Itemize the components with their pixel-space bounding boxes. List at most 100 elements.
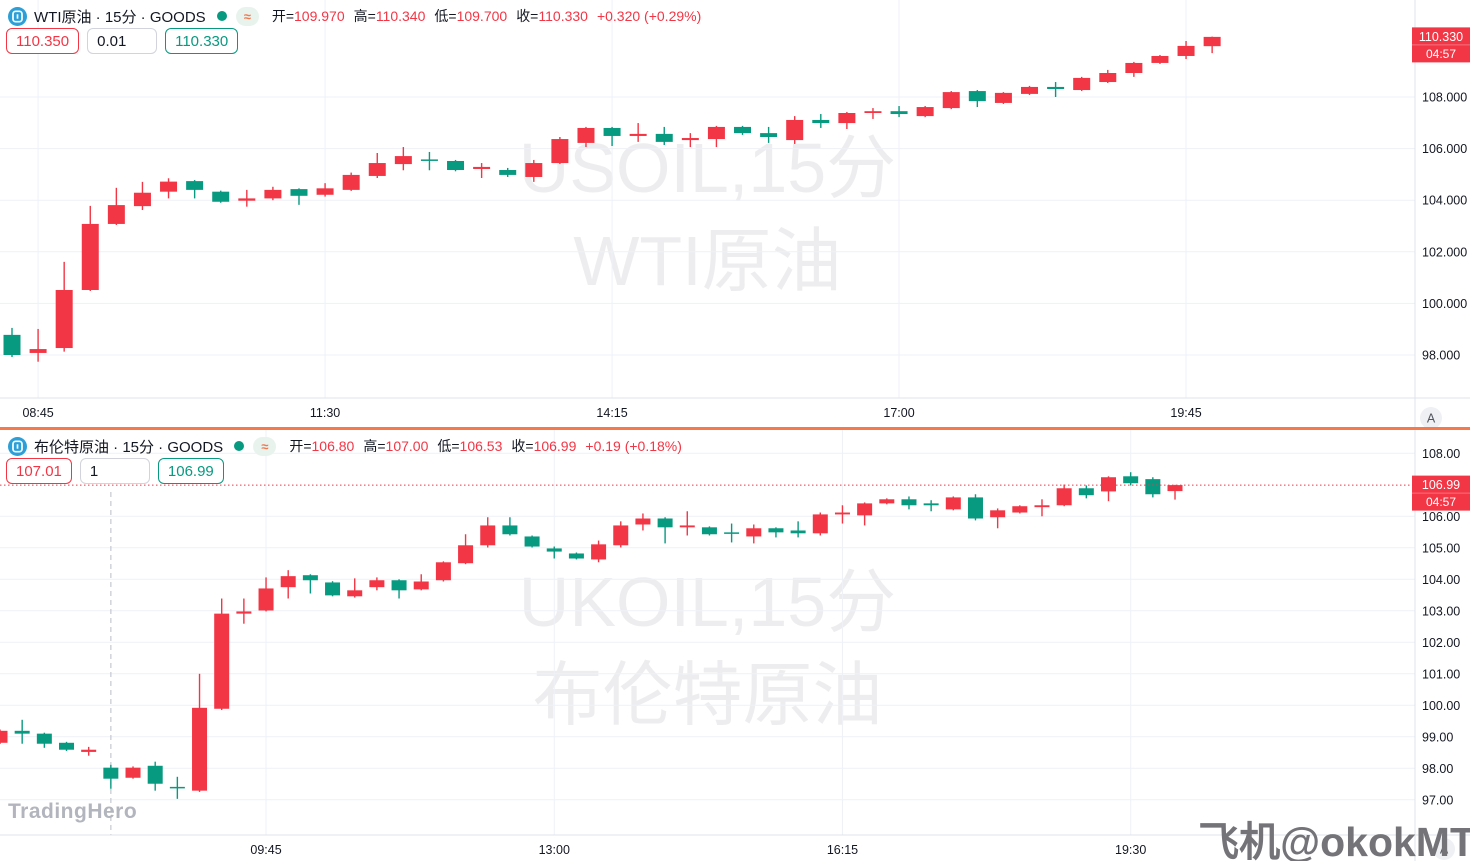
- candle-body: [480, 525, 496, 546]
- time-tick-label: 19:30: [1115, 843, 1146, 857]
- candle-body: [413, 581, 429, 590]
- candle-body: [812, 119, 830, 124]
- candle-body: [29, 349, 47, 353]
- price-tick-label: 104.000: [1422, 194, 1467, 208]
- candle-body: [679, 525, 695, 528]
- candle-body: [192, 707, 208, 791]
- candle-body: [325, 582, 341, 596]
- candle-body: [347, 590, 363, 597]
- candle-body: [724, 532, 740, 534]
- time-tick-label: 09:45: [250, 843, 281, 857]
- okokmt-watermark: 飞机@okokMT: [1198, 819, 1470, 861]
- price-axis[interactable]: 108.000 106.000 104.000 102.000 100.000 98.00…: [1422, 91, 1467, 363]
- time-axis[interactable]: 08:45 11:30 14:15 17:00 19:45: [22, 406, 1201, 420]
- price-tick-label: 98.00: [1422, 762, 1453, 776]
- candle-body: [264, 189, 282, 199]
- candle-body: [420, 159, 438, 161]
- candle-body: [734, 126, 752, 134]
- sell-button[interactable]: 110.350: [6, 28, 80, 54]
- symbol-title[interactable]: 布伦特原油 · 15分 · GOODS: [34, 438, 224, 456]
- candle-body: [568, 553, 584, 559]
- candle-body: [499, 170, 517, 175]
- candle-body: [524, 536, 540, 547]
- candle-body: [147, 765, 163, 784]
- candle-body: [1056, 488, 1072, 506]
- price-tick-label: 102.000: [1422, 245, 1467, 259]
- candle-body: [368, 163, 386, 176]
- pane-divider[interactable]: [0, 427, 1470, 430]
- brent-candlestick-chart[interactable]: 108.00 106.00 105.00 104.00 103.00 102.00 101.…: [0, 430, 1470, 861]
- symbol-logo-icon[interactable]: [8, 436, 27, 456]
- wti-chart-header: WTI原油 · 15分 · GOODS ≈ 开=109.970 高=110.340…: [8, 5, 710, 27]
- candle-body: [1034, 505, 1050, 508]
- candle-body: [458, 545, 474, 564]
- spread-approx-badge[interactable]: ≈: [253, 436, 277, 456]
- svg-text:A: A: [1440, 843, 1449, 857]
- candle-body: [857, 503, 873, 516]
- candle-body: [1073, 77, 1091, 91]
- candle-body: [1145, 479, 1161, 495]
- price-tick-label: 97.00: [1422, 793, 1453, 807]
- price-axis[interactable]: 108.00 106.00 105.00 104.00 103.00 102.00 101.…: [1422, 447, 1460, 808]
- badge-countdown: 04:57: [1426, 47, 1456, 61]
- candle-body: [525, 163, 543, 177]
- buy-button[interactable]: 110.330: [165, 28, 239, 54]
- candle-body: [0, 730, 8, 743]
- candle-body: [613, 525, 629, 546]
- candle-body: [125, 767, 141, 778]
- candle-body: [103, 767, 119, 779]
- candle-body: [1012, 506, 1028, 513]
- candle-body: [81, 223, 99, 290]
- candle-body: [1021, 86, 1039, 94]
- symbol-title[interactable]: WTI原油 · 15分 · GOODS: [34, 8, 206, 26]
- ohlc-values: 开=106.80 高=107.00 低=106.53 收=106.99 +0.19 (+…: [289, 438, 682, 454]
- wti-candlestick-chart[interactable]: 108.000 106.000 104.000 102.000 100.000 98.00…: [0, 0, 1470, 427]
- candle-body: [1078, 488, 1094, 496]
- candle-body: [1101, 477, 1116, 492]
- candle-body: [212, 191, 230, 202]
- candle-body: [879, 499, 895, 504]
- candle-body: [1151, 55, 1169, 63]
- time-tick-label: 08:45: [22, 406, 53, 420]
- candle-body: [391, 580, 407, 591]
- candles: [3, 36, 1221, 362]
- candle-body: [302, 575, 318, 581]
- candle-body: [864, 111, 882, 113]
- candle-body: [945, 497, 961, 510]
- candle-body: [577, 127, 595, 143]
- candle-body: [258, 588, 274, 611]
- candle-body: [707, 126, 725, 140]
- market-status-dot-icon: [216, 11, 227, 21]
- price-tick-label: 108.000: [1422, 91, 1467, 105]
- auto-scale-button[interactable]: A: [1420, 407, 1442, 427]
- time-tick-label: 19:45: [1170, 406, 1201, 420]
- candle-body: [942, 92, 960, 109]
- quantity-field[interactable]: 1: [79, 458, 150, 484]
- brent-chart-header: 布伦特原油 · 15分 · GOODS ≈ 开=106.80 高=107.00 低=…: [8, 435, 691, 457]
- candle-body: [169, 786, 185, 789]
- candle-body: [502, 525, 518, 535]
- candle-body: [1125, 62, 1143, 74]
- buy-button[interactable]: 106.99: [157, 458, 224, 484]
- candle-body: [901, 499, 917, 506]
- brent-trade-buttons: 107.01 1 106.99: [6, 458, 224, 484]
- candle-body: [316, 188, 334, 195]
- price-tick-label: 100.000: [1422, 297, 1467, 311]
- sell-button[interactable]: 107.01: [6, 458, 72, 484]
- candle-body: [701, 527, 717, 535]
- candle-body: [655, 133, 673, 142]
- candle-body: [36, 733, 52, 744]
- spread-approx-badge[interactable]: ≈: [235, 6, 259, 26]
- quantity-field[interactable]: 0.01: [87, 28, 158, 54]
- candle-body: [1177, 45, 1195, 56]
- candle-body: [394, 156, 412, 165]
- symbol-logo-icon[interactable]: [8, 6, 27, 26]
- candle-body: [1167, 485, 1183, 492]
- price-tick-label: 106.00: [1422, 510, 1460, 524]
- candle-body: [81, 749, 97, 752]
- time-tick-label: 16:15: [827, 843, 858, 857]
- time-axis[interactable]: 09:45 13:00 16:15 19:30: [250, 843, 1146, 857]
- price-tick-label: 101.00: [1422, 667, 1460, 681]
- auto-scale-button[interactable]: A: [1433, 838, 1455, 860]
- candle-body: [186, 181, 204, 190]
